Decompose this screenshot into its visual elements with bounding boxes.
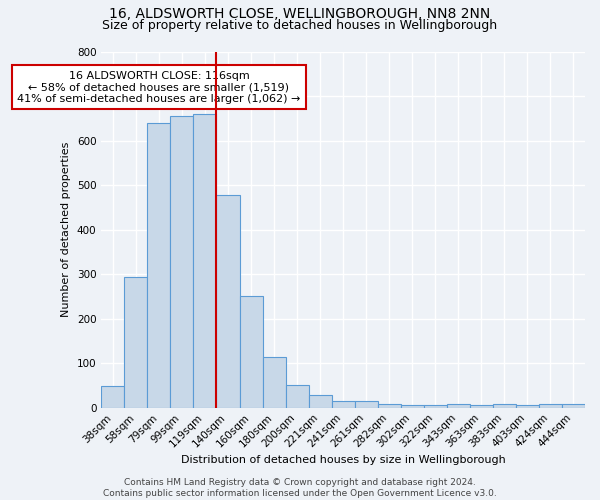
Bar [424,405,447,407]
Bar [470,405,493,407]
Text: Size of property relative to detached houses in Wellingborough: Size of property relative to detached ho… [103,18,497,32]
Bar [193,114,217,408]
Text: Contains HM Land Registry data © Crown copyright and database right 2024.
Contai: Contains HM Land Registry data © Crown c… [103,478,497,498]
Bar [332,401,355,407]
Bar [170,116,193,408]
Bar [401,404,424,407]
Bar [378,404,401,407]
Bar [124,278,148,407]
Bar [101,386,124,407]
Bar [355,401,378,407]
Bar [562,404,585,407]
Bar [308,396,332,407]
Y-axis label: Number of detached properties: Number of detached properties [61,142,71,318]
Bar [239,296,263,408]
Bar [286,384,308,407]
Bar [493,404,516,407]
Bar [516,405,539,407]
Text: 16, ALDSWORTH CLOSE, WELLINGBOROUGH, NN8 2NN: 16, ALDSWORTH CLOSE, WELLINGBOROUGH, NN8… [109,8,491,22]
Bar [539,404,562,407]
Bar [447,404,470,407]
Text: 16 ALDSWORTH CLOSE: 116sqm
← 58% of detached houses are smaller (1,519)
41% of s: 16 ALDSWORTH CLOSE: 116sqm ← 58% of deta… [17,70,301,104]
X-axis label: Distribution of detached houses by size in Wellingborough: Distribution of detached houses by size … [181,455,506,465]
Bar [148,122,170,408]
Bar [217,195,239,408]
Bar [263,358,286,408]
